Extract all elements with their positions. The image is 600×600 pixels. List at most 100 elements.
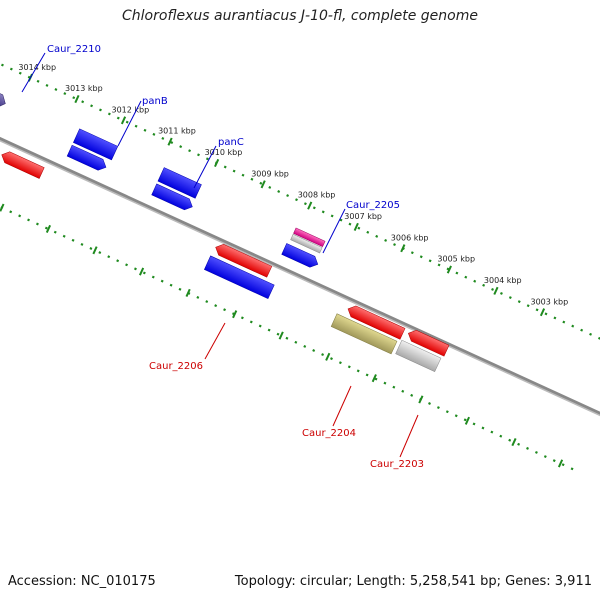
ruler-dot (562, 320, 566, 324)
ruler-dot (116, 116, 120, 120)
gene-label-caur-2206[interactable]: Caur_2206 (149, 361, 203, 372)
tick-label: 3003 kbp (531, 297, 569, 306)
ruler-tick (325, 352, 331, 361)
ruler-dot (178, 287, 182, 291)
ruler-dot (445, 410, 449, 414)
ruler-tick (511, 438, 517, 447)
ruler-dot (428, 402, 431, 405)
ruler-dot (534, 451, 538, 454)
ruler-dot (401, 389, 405, 393)
ruler-inner (0, 206, 574, 471)
ruler-dot (125, 120, 129, 124)
gene-left-cds[interactable] (0, 149, 45, 179)
gene-label-panb[interactable]: panB (142, 96, 168, 107)
ruler-dot (240, 316, 244, 320)
ruler-tick (167, 137, 173, 146)
ruler-dot (90, 104, 94, 108)
ruler-dot (428, 259, 432, 263)
ruler-dot (98, 251, 102, 255)
ruler-dot (410, 393, 414, 397)
ruler-dot (437, 263, 441, 267)
ruler-dot (455, 271, 459, 275)
ruler-dot (517, 442, 521, 446)
ruler-dot (294, 340, 298, 344)
ruler-dot (490, 430, 494, 434)
ruler-dot (571, 324, 575, 328)
ruler-dot (454, 414, 458, 418)
ruler-dot (383, 381, 387, 385)
ruler-dot (267, 328, 271, 332)
ruler-tick (45, 224, 52, 234)
gene-caur-2203-block[interactable] (395, 339, 442, 373)
leader-panb (117, 100, 142, 147)
ruler-dot (0, 63, 4, 67)
ruler-dot (312, 349, 316, 352)
ruler-dot (9, 67, 13, 71)
ruler-tick (74, 94, 80, 104)
gene-caur-2204-block[interactable] (330, 313, 398, 355)
gene-caur-2203-cds[interactable] (406, 328, 450, 357)
gene-caur-2206-cds[interactable] (213, 242, 273, 278)
gene-caur-2205-track[interactable] (290, 233, 323, 254)
gene-panb-block[interactable] (73, 128, 119, 161)
gene-caur-2205-cds[interactable] (281, 243, 321, 269)
tick-label: 3010 kbp (205, 148, 243, 157)
ruler-dot (517, 300, 521, 304)
ruler-dot (196, 295, 200, 299)
ruler-ticks-outer (27, 73, 546, 317)
tick-label: 3014 kbp (18, 63, 56, 72)
ruler-dot (259, 181, 263, 185)
ruler-dot (205, 300, 209, 303)
ruler-dot (330, 357, 333, 361)
ruler-dot (18, 71, 22, 75)
ruler-dot (268, 185, 272, 189)
ruler-tick (418, 395, 424, 404)
leader-panc (193, 145, 217, 189)
ruler-tick (400, 244, 406, 253)
gene-label-caur-2205[interactable]: Caur_2205 (346, 200, 400, 211)
ruler-dot (338, 361, 342, 365)
ruler-dot (116, 259, 120, 263)
ruler-dot (9, 210, 13, 214)
ruler-tick (214, 158, 220, 168)
gene-caur-2204-cds[interactable] (345, 303, 406, 340)
ruler-dot (491, 287, 494, 291)
gene-label-caur-2203[interactable]: Caur_2203 (370, 459, 424, 470)
ruler-dot (561, 463, 565, 467)
gene-panc-block[interactable] (157, 167, 202, 199)
ruler-dot (71, 238, 75, 242)
ruler-tick (464, 416, 471, 425)
ruler-dot (36, 79, 40, 83)
ruler-tick (371, 374, 377, 383)
gene-caur-2206-block[interactable] (204, 255, 275, 300)
tick-label: 3011 kbp (158, 127, 196, 136)
tick-label: 3004 kbp (484, 276, 522, 285)
ruler-dot (197, 153, 200, 157)
ruler-dot (481, 426, 485, 430)
gene-label-panc[interactable]: panC (218, 137, 244, 148)
ruler-dot (330, 214, 334, 218)
ruler-dot (419, 255, 423, 259)
ruler-dot (72, 96, 76, 100)
ruler-dot (526, 304, 530, 308)
leader-caur-2203 (399, 414, 419, 458)
ruler-tick (278, 331, 284, 340)
ruler-dot (472, 422, 476, 426)
ruler-dot (249, 320, 253, 324)
gene-caur-2210-block[interactable] (0, 68, 8, 110)
ruler-dot (241, 173, 245, 177)
ruler-dot (543, 455, 547, 459)
ruler-dot (81, 100, 85, 104)
ruler-tick (120, 116, 127, 125)
gene-caur-2205-block[interactable] (293, 227, 326, 248)
gene-panb-cds[interactable] (66, 144, 108, 173)
gene-label-caur-2204[interactable]: Caur_2204 (302, 428, 356, 439)
ruler-dot (375, 234, 379, 238)
genome-backbone-shadow (0, 74, 600, 426)
ruler-dot (295, 198, 298, 202)
gene-panc-cds[interactable] (151, 183, 195, 212)
ruler-dot (303, 202, 307, 206)
gene-label-caur-2210[interactable]: Caur_2210 (47, 44, 101, 55)
ruler-dot (223, 165, 227, 169)
ruler-tick (185, 288, 191, 297)
